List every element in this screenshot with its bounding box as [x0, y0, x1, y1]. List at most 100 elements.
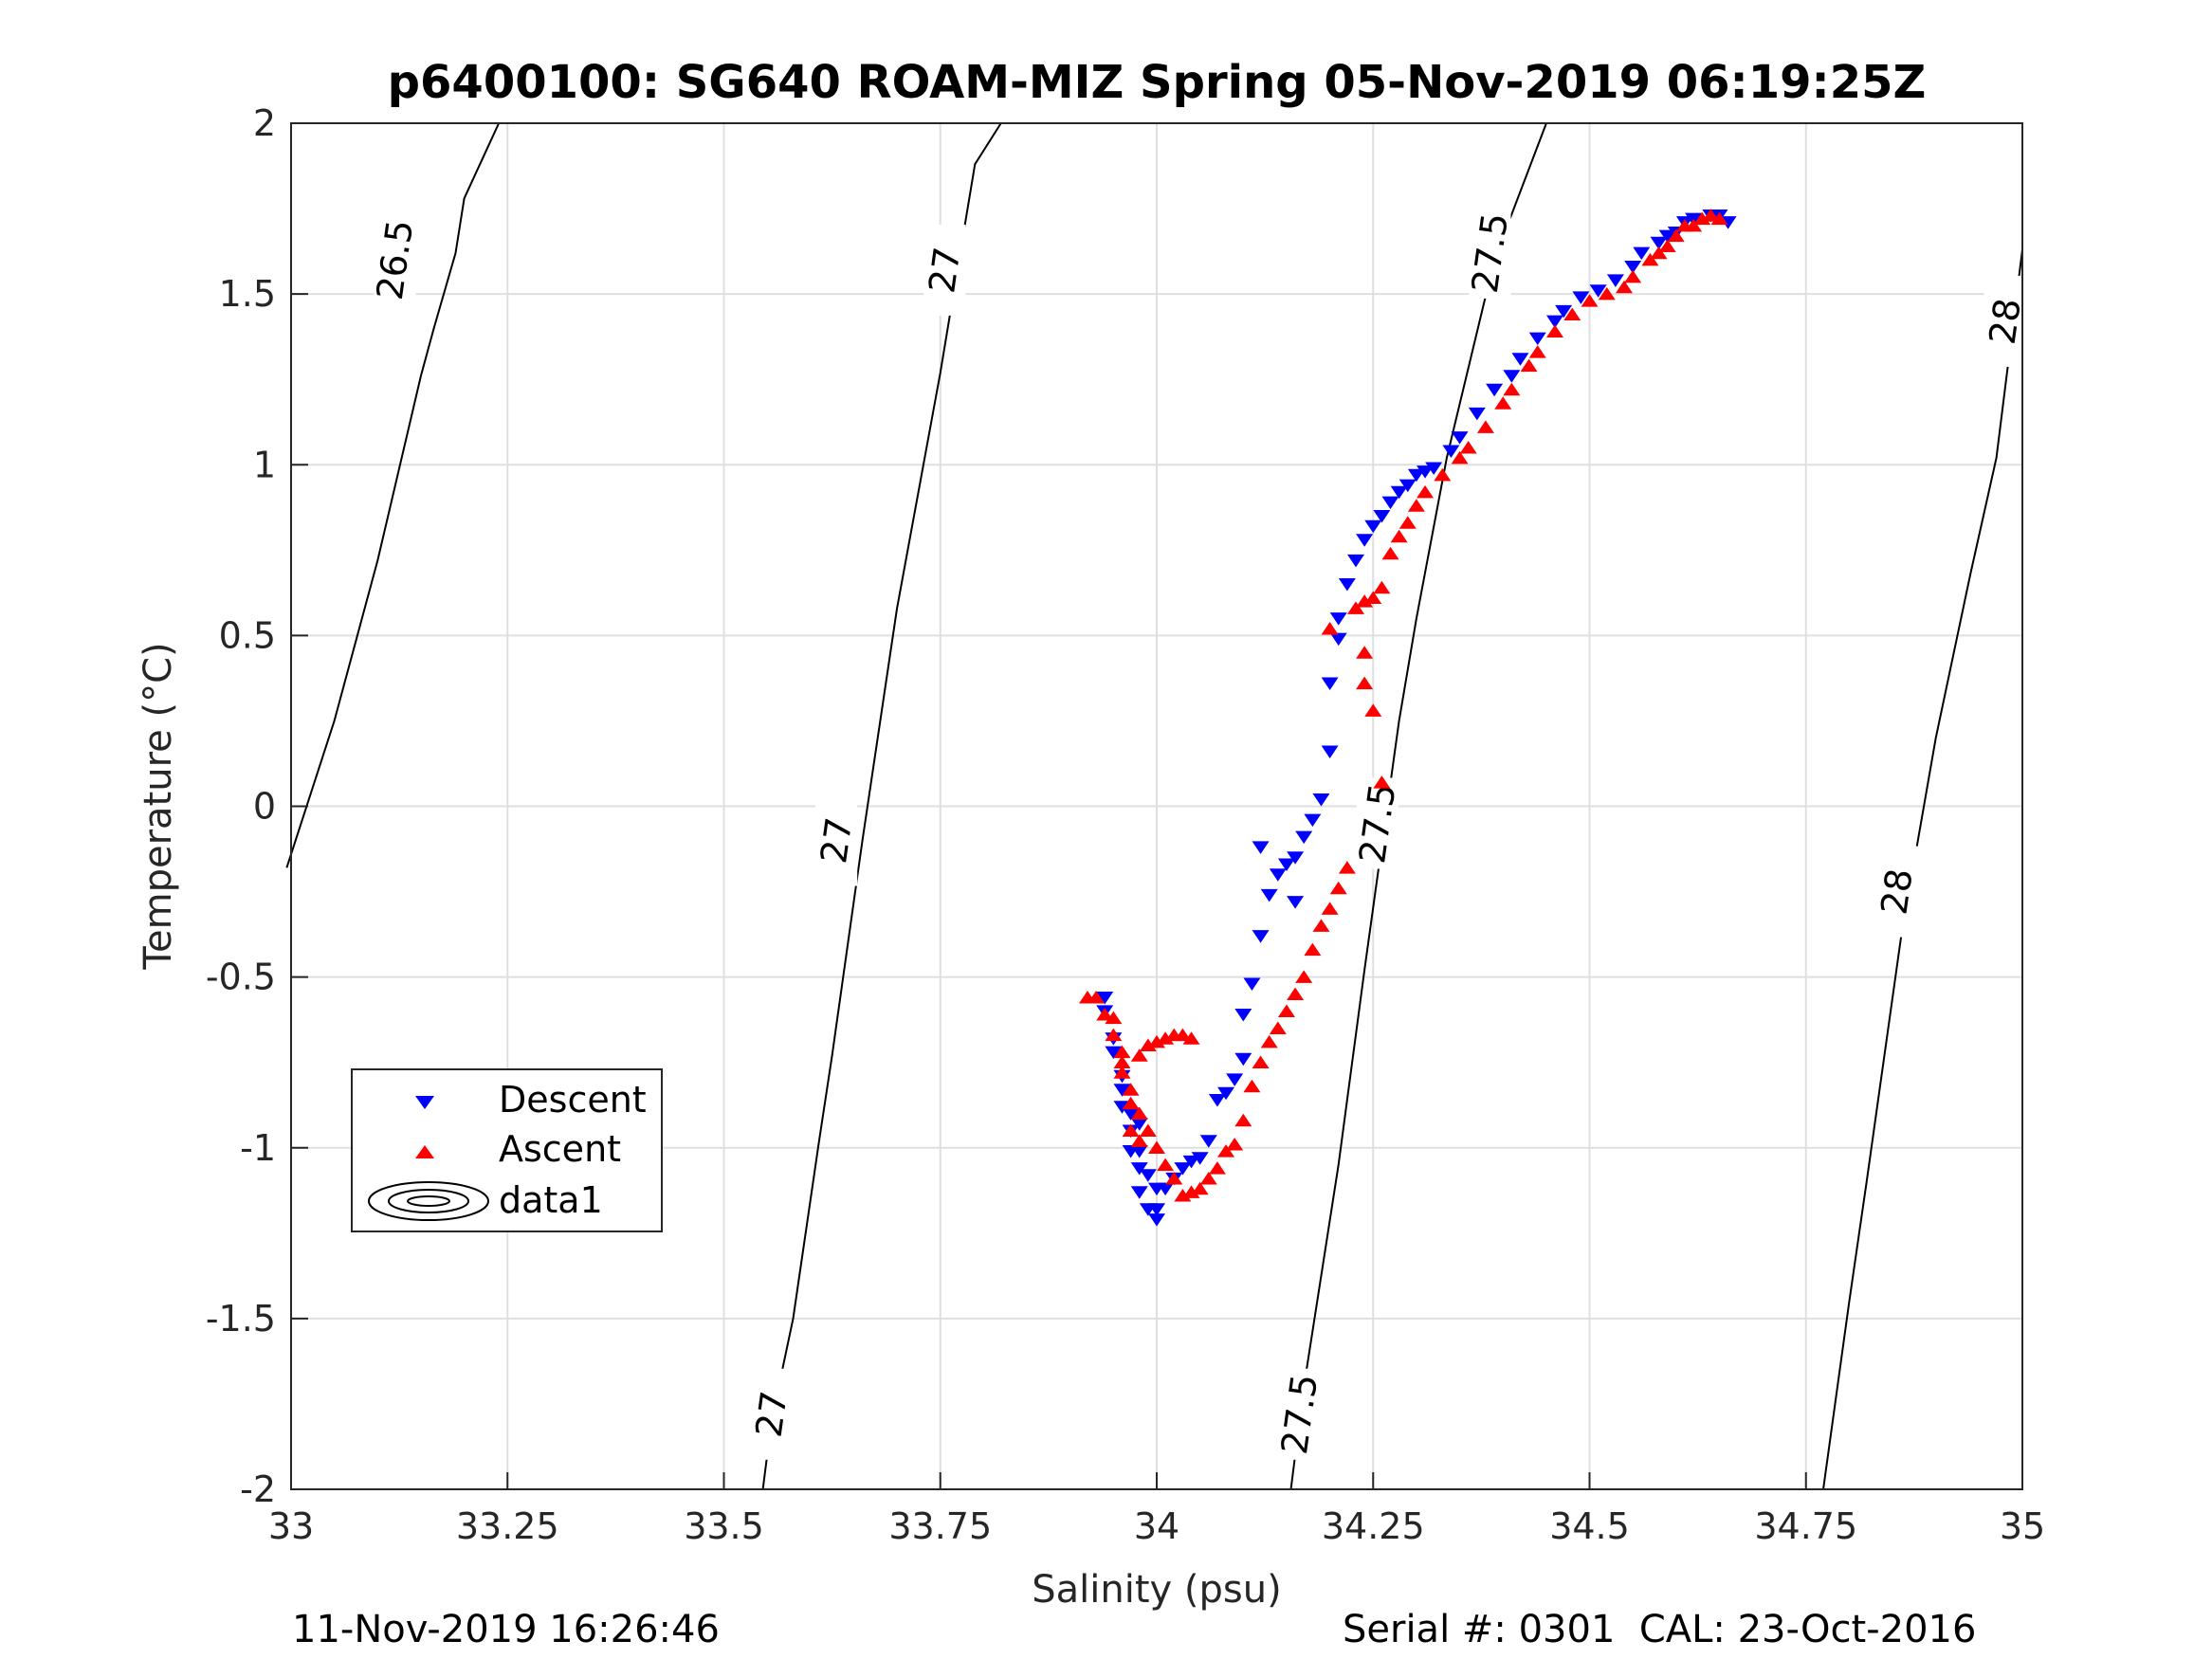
- legend-descent-marker: [415, 1096, 434, 1109]
- footer-timestamp: 11-Nov-2019 16:26:46: [292, 1608, 720, 1651]
- descent-point: [1329, 612, 1347, 626]
- ascent-point: [1269, 1021, 1287, 1034]
- x-tick-label: 34: [1134, 1505, 1179, 1547]
- ascent-point: [1312, 919, 1330, 932]
- x-tick-label: 35: [2000, 1505, 2045, 1547]
- descent-point: [1139, 1203, 1157, 1216]
- descent-point: [1260, 888, 1278, 902]
- ascent-point: [1346, 601, 1364, 614]
- descent-point: [1381, 496, 1399, 510]
- ascent-point: [1693, 211, 1711, 226]
- axis-ticks: 33 33.25 33.5 33.75 34 34.25 34.5 34.75 35 -2 -1.5…: [206, 102, 2045, 1547]
- descent-point: [1287, 896, 1305, 909]
- ascent-point: [1191, 1181, 1209, 1195]
- descent-point: [1130, 1145, 1148, 1158]
- ascent-point: [1364, 591, 1382, 605]
- contour-label: 27: [921, 245, 968, 296]
- footer-serial-cal: Serial #: 0301 CAL: 23-Oct-2016: [1343, 1608, 1977, 1651]
- contour-label-backdrop: [815, 794, 858, 886]
- contour-line-26-5: [285, 122, 501, 868]
- x-tick-label: 33.5: [684, 1505, 764, 1547]
- descent-point: [1191, 1152, 1209, 1165]
- contour-label-backdrop: [1469, 207, 1511, 299]
- ascent-point: [1616, 280, 1634, 294]
- descent-point: [1122, 1107, 1140, 1121]
- ascent-point: [1208, 1161, 1226, 1175]
- descent-point: [1226, 1073, 1244, 1086]
- ascent-point: [1157, 1158, 1175, 1172]
- ascent-point: [1321, 621, 1339, 635]
- ascent-point: [1139, 1038, 1157, 1051]
- y-tick-label: 0: [253, 786, 276, 828]
- ascent-point: [1434, 467, 1452, 482]
- y-tick-label: 2: [253, 102, 276, 144]
- descent-point: [1321, 745, 1339, 759]
- descent-point: [1633, 246, 1651, 261]
- y-tick-label: -2: [240, 1468, 276, 1510]
- descent-point: [1234, 1052, 1252, 1066]
- descent-point: [1329, 632, 1347, 647]
- ascent-point: [1356, 646, 1374, 659]
- descent-point: [1511, 353, 1529, 366]
- ascent-point: [1520, 358, 1538, 373]
- y-axis-label: Temperature (°C): [137, 642, 180, 970]
- descent-point: [1650, 236, 1668, 250]
- y-tick-label: -1.5: [206, 1298, 276, 1340]
- ascent-point: [1217, 1144, 1235, 1158]
- ascent-point: [1641, 252, 1659, 266]
- ascent-point: [1199, 1171, 1217, 1185]
- ascent-point: [1321, 902, 1339, 915]
- y-tick-label: 0.5: [219, 614, 276, 656]
- contour-label-backdrop: [1875, 846, 1918, 938]
- ascent-point: [1260, 1034, 1278, 1048]
- ascent-point: [1390, 529, 1408, 543]
- y-tick-label: 1.5: [219, 273, 276, 315]
- ascent-point: [1398, 516, 1417, 529]
- x-tick-label: 33: [268, 1505, 314, 1547]
- ascent-point: [1243, 1079, 1261, 1093]
- ascent-point: [1658, 239, 1676, 252]
- descent-point: [1243, 977, 1261, 992]
- ascent-point: [1459, 441, 1477, 454]
- ascent-point: [1122, 1123, 1140, 1138]
- ascent-point: [1234, 1113, 1252, 1127]
- ascent-point: [1356, 676, 1374, 690]
- ascent-point: [1122, 1083, 1140, 1096]
- ascent-point: [1130, 1048, 1148, 1062]
- contour-label-backdrop: [1983, 275, 2026, 367]
- y-tick-label: 1: [253, 444, 276, 485]
- ascent-point: [1078, 991, 1096, 1004]
- descent-point: [1252, 841, 1270, 854]
- data-points: [1078, 209, 1737, 1227]
- contour-label: 28: [1873, 866, 1920, 918]
- ascent-point: [1148, 1140, 1165, 1155]
- ascent-point: [1675, 218, 1693, 232]
- descent-point: [1277, 858, 1295, 871]
- ascent-point: [1545, 324, 1563, 338]
- descent-point: [1407, 468, 1425, 483]
- descent-point: [1545, 315, 1563, 329]
- x-tick-label: 34.25: [1322, 1505, 1425, 1547]
- ascent-point: [1252, 1055, 1270, 1068]
- descent-point: [1199, 1135, 1217, 1148]
- ascent-point: [1105, 1011, 1123, 1025]
- ascent-point: [1182, 1185, 1200, 1198]
- descent-point: [1148, 1213, 1165, 1227]
- ascent-point: [1130, 1106, 1148, 1121]
- descent-point: [1096, 991, 1114, 1005]
- descent-point: [1346, 554, 1364, 568]
- descent-point: [1589, 284, 1607, 298]
- ascent-point: [1113, 1045, 1131, 1059]
- ascent-point: [1329, 881, 1347, 895]
- descent-point: [1442, 445, 1460, 459]
- descent-point: [1338, 578, 1356, 592]
- ascent-point: [1096, 1008, 1114, 1021]
- descent-point: [1486, 383, 1504, 397]
- ascent-point: [1624, 269, 1642, 283]
- legend: Descent Ascent data1: [351, 1068, 663, 1232]
- ascent-point: [1226, 1137, 1244, 1151]
- legend-descent-label: Descent: [499, 1079, 647, 1121]
- ascent-point: [1581, 294, 1599, 307]
- contour-label-backdrop: [1278, 1368, 1321, 1460]
